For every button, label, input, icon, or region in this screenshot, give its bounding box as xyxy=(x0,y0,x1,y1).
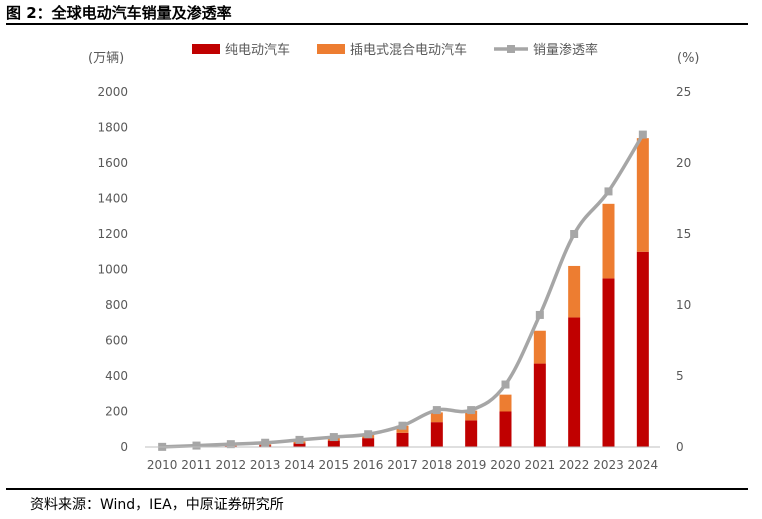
bar-bev xyxy=(293,443,306,447)
penetration-marker xyxy=(329,433,338,442)
x-tick-label: 2012 xyxy=(216,458,247,472)
figure-title: 图 2：全球电动汽车销量及渗透率 xyxy=(6,4,232,22)
top-rule xyxy=(6,23,748,25)
bottom-rule xyxy=(6,488,748,490)
penetration-marker xyxy=(226,440,235,449)
y-left-axis: 0 200 400 600 800 1000 1200 1400 1600 1800 2000 xyxy=(97,85,128,454)
bar-bev xyxy=(430,422,443,447)
bar-bev xyxy=(602,278,615,447)
bar-bev xyxy=(396,432,409,447)
bar-bev xyxy=(533,363,546,447)
bar-phev xyxy=(568,265,581,318)
bar-phev xyxy=(465,410,478,421)
bar-bev xyxy=(499,411,512,447)
penetration-marker xyxy=(467,406,476,415)
y-left-tick-label: 1600 xyxy=(97,156,128,170)
x-tick-label: 2021 xyxy=(525,458,556,472)
x-tick-label: 2016 xyxy=(353,458,384,472)
x-tick-label: 2024 xyxy=(628,458,659,472)
penetration-marker xyxy=(432,406,441,415)
penetration-marker xyxy=(364,430,373,439)
penetration-marker xyxy=(398,421,407,430)
x-tick-label: 2010 xyxy=(147,458,178,472)
legend: 纯电动汽车 插电式混合电动汽车 销量渗透率 xyxy=(192,42,598,58)
bar-phev xyxy=(533,330,546,364)
x-tick-label: 2011 xyxy=(181,458,212,472)
bar-bev xyxy=(636,251,649,447)
y-left-tick-label: 400 xyxy=(105,369,128,383)
x-tick-label: 2014 xyxy=(284,458,315,472)
penetration-marker xyxy=(501,380,510,389)
x-tick-label: 2023 xyxy=(593,458,624,472)
legend-marker-pen xyxy=(507,45,515,53)
y-right-tick-label: 15 xyxy=(676,227,691,241)
x-axis: 2010 2011 2012 2013 2014 2015 2016 2017 2018 2019… xyxy=(145,446,660,472)
legend-label-phev: 插电式混合电动汽车 xyxy=(350,42,467,58)
y-left-tick-label: 600 xyxy=(105,334,128,348)
penetration-line-path xyxy=(162,133,645,449)
penetration-marker xyxy=(604,187,613,196)
y-right-tick-label: 5 xyxy=(676,369,684,383)
y-right-tick-label: 0 xyxy=(676,440,684,454)
y-right-tick-label: 10 xyxy=(676,298,691,312)
y-left-tick-label: 1400 xyxy=(97,192,128,206)
penetration-marker xyxy=(535,310,544,319)
y-left-tick-label: 200 xyxy=(105,405,128,419)
bar-phev xyxy=(602,203,615,279)
x-tick-label: 2019 xyxy=(456,458,487,472)
source-note: 资料来源：Wind，IEA，中原证券研究所 xyxy=(30,497,284,513)
bar-bev xyxy=(568,317,581,447)
penetration-line xyxy=(158,130,647,451)
legend-swatch-bev xyxy=(192,44,220,54)
x-tick-label: 2015 xyxy=(319,458,350,472)
x-tick-label: 2013 xyxy=(250,458,281,472)
bar-phev xyxy=(499,394,512,412)
bar-phev xyxy=(636,138,649,252)
penetration-marker xyxy=(295,435,304,444)
bar-bev xyxy=(327,440,340,447)
y-right-tick-label: 20 xyxy=(676,156,691,170)
x-tick-label: 2017 xyxy=(387,458,418,472)
y-right-tick-label: 25 xyxy=(676,85,691,99)
y-left-tick-label: 1800 xyxy=(97,121,128,135)
y-right-axis: (%) 0 5 10 15 20 25 xyxy=(676,51,700,454)
bar-phev xyxy=(430,412,443,423)
y-left-tick-label: 1000 xyxy=(97,263,128,277)
x-tick-label: 2022 xyxy=(559,458,590,472)
legend-swatch-phev xyxy=(317,44,345,54)
bar-bev xyxy=(465,420,478,447)
y-left-tick-label: 2000 xyxy=(97,85,128,99)
penetration-marker xyxy=(570,230,579,238)
y-left-tick-label: 0 xyxy=(120,440,128,454)
bars xyxy=(190,138,649,447)
penetration-marker xyxy=(192,441,201,450)
y-left-tick-label: 800 xyxy=(105,298,128,312)
legend-label-bev: 纯电动汽车 xyxy=(225,42,290,58)
penetration-marker xyxy=(261,438,270,447)
y-left-axis-label: (万辆) xyxy=(88,51,124,66)
x-tick-label: 2018 xyxy=(422,458,453,472)
bar-bev xyxy=(362,438,375,447)
legend-label-pen: 销量渗透率 xyxy=(533,42,598,58)
penetration-marker xyxy=(638,130,647,139)
x-tick-label: 2020 xyxy=(490,458,521,472)
y-right-axis-label: (%) xyxy=(677,51,700,66)
y-left-tick-label: 1200 xyxy=(97,227,128,241)
